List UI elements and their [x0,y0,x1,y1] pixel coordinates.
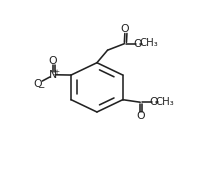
Text: CH₃: CH₃ [139,38,158,48]
Text: O: O [149,97,158,107]
Text: +: + [53,69,59,75]
Text: O: O [133,39,142,49]
Text: O: O [48,56,57,66]
Text: −: − [37,83,44,92]
Text: O: O [136,111,145,121]
Text: CH₃: CH₃ [155,97,174,107]
Text: O: O [120,24,129,34]
Text: N: N [48,70,57,80]
Text: O: O [33,79,42,89]
